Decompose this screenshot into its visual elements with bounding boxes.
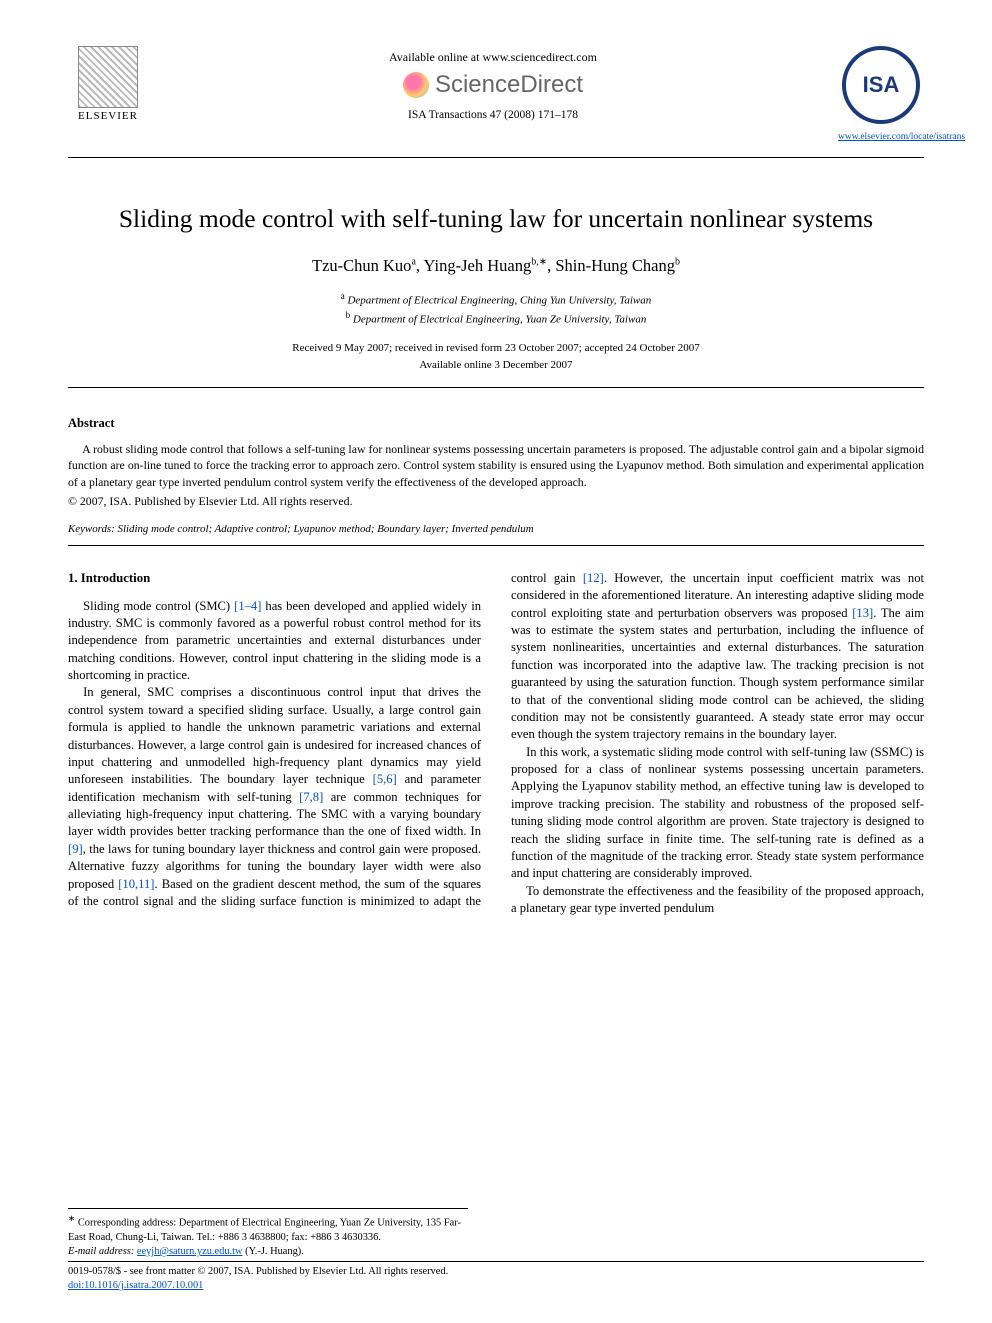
cite-13[interactable]: [13] (852, 606, 873, 620)
author-2-affil: b,∗ (531, 257, 547, 268)
top-rule (68, 157, 924, 158)
sciencedirect-text: ScienceDirect (435, 71, 583, 99)
elsevier-label: ELSEVIER (68, 110, 148, 122)
para-1: Sliding mode control (SMC) [1–4] has bee… (68, 598, 481, 685)
para-3: In this work, a systematic sliding mode … (511, 744, 924, 883)
cite-5-6[interactable]: [5,6] (373, 772, 397, 786)
sciencedirect-swirl-icon (403, 72, 429, 98)
affiliation-b: b Department of Electrical Engineering, … (68, 309, 924, 328)
email-tail: (Y.-J. Huang). (243, 1246, 304, 1257)
abstract-heading: Abstract (68, 416, 924, 431)
affiliations: a Department of Electrical Engineering, … (68, 290, 924, 328)
available-online-line: Available online at www.sciencedirect.co… (148, 50, 838, 65)
abstract-copyright: © 2007, ISA. Published by Elsevier Ltd. … (68, 494, 924, 509)
abstract-bottom-rule (68, 545, 924, 546)
cite-7-8[interactable]: [7,8] (299, 790, 323, 804)
affiliation-a: a Department of Electrical Engineering, … (68, 290, 924, 309)
footer-copyright: 0019-0578/$ - see front matter © 2007, I… (68, 1265, 924, 1279)
author-3-affil: b (675, 257, 680, 268)
cite-9[interactable]: [9] (68, 842, 83, 856)
isa-journal-link[interactable]: www.elsevier.com/locate/isatrans (838, 132, 965, 142)
corr-email-link[interactable]: eeyjh@saturn.yzu.edu.tw (137, 1246, 243, 1257)
keywords-label: Keywords: (68, 523, 115, 535)
elsevier-tree-icon (78, 46, 138, 108)
isa-logo-block: ISA www.elsevier.com/locate/isatrans (838, 46, 924, 143)
p2-seg-g: . The aim was to estimate the system sta… (511, 606, 924, 742)
journal-reference: ISA Transactions 47 (2008) 171–178 (148, 109, 838, 121)
cite-10-11[interactable]: [10,11] (118, 877, 154, 891)
keywords-text: Sliding mode control; Adaptive control; … (115, 523, 534, 535)
isa-badge-icon: ISA (842, 46, 920, 124)
author-2: Ying-Jeh Huang (424, 256, 532, 275)
sciencedirect-logo: ScienceDirect (403, 71, 583, 99)
corr-text: Corresponding address: Department of Ele… (68, 1218, 461, 1243)
header-center: Available online at www.sciencedirect.co… (148, 46, 838, 121)
affil-a-text: Department of Electrical Engineering, Ch… (345, 295, 652, 307)
corr-email-line: E-mail address: eeyjh@saturn.yzu.edu.tw … (68, 1245, 468, 1259)
doi-link[interactable]: doi:10.1016/j.isatra.2007.10.001 (68, 1280, 203, 1291)
affil-b-text: Department of Electrical Engineering, Yu… (350, 314, 646, 326)
page-footer: 0019-0578/$ - see front matter © 2007, I… (68, 1261, 924, 1293)
body-columns: 1. Introduction Sliding mode control (SM… (68, 570, 924, 918)
author-1-affil: a (411, 257, 415, 268)
author-1: Tzu-Chun Kuo (312, 256, 411, 275)
p1-seg-a: Sliding mode control (SMC) (83, 599, 234, 613)
keywords-line: Keywords: Sliding mode control; Adaptive… (68, 523, 924, 535)
cite-1-4[interactable]: [1–4] (234, 599, 261, 613)
article-title: Sliding mode control with self-tuning la… (68, 204, 924, 234)
email-label: E-mail address: (68, 1246, 137, 1257)
article-dates: Received 9 May 2007; received in revised… (68, 340, 924, 373)
abstract-text: A robust sliding mode control that follo… (68, 441, 924, 490)
abstract-top-rule (68, 387, 924, 388)
dates-received: Received 9 May 2007; received in revised… (68, 340, 924, 357)
cite-12[interactable]: [12] (583, 571, 604, 585)
elsevier-logo-block: ELSEVIER (68, 46, 148, 122)
corr-address: ∗ Corresponding address: Department of E… (68, 1213, 468, 1245)
author-list: Tzu-Chun Kuoa, Ying-Jeh Huangb,∗, Shin-H… (68, 256, 924, 276)
corresponding-footnote: ∗ Corresponding address: Department of E… (68, 1208, 468, 1259)
section-1-heading: 1. Introduction (68, 570, 481, 588)
para-4: To demonstrate the effectiveness and the… (511, 883, 924, 918)
header-band: ELSEVIER Available online at www.science… (68, 46, 924, 143)
dates-online: Available online 3 December 2007 (68, 357, 924, 374)
author-3: Shin-Hung Chang (555, 256, 675, 275)
